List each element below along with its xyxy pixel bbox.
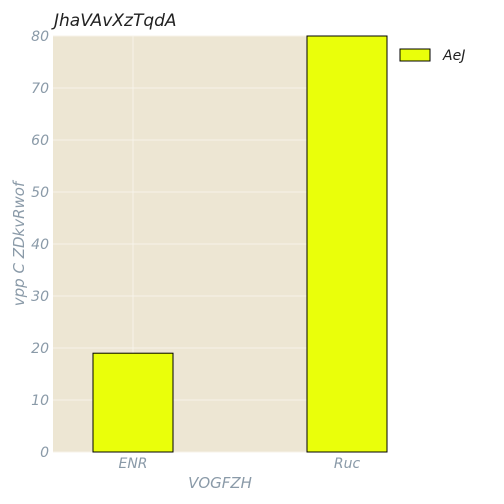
y-tick-label: 0 (40, 445, 49, 461)
legend-label: AeJ (442, 48, 465, 64)
legend-swatch (399, 48, 431, 62)
bar-enr (92, 352, 174, 453)
y-tick-label: 20 (31, 341, 49, 357)
y-tick-label: 40 (31, 237, 49, 253)
y-tick-label: 30 (31, 289, 49, 305)
y-tick-label: 60 (31, 133, 49, 149)
y-axis-ticks: 0 10 20 30 40 50 60 70 80 (31, 29, 49, 461)
bar-series (92, 35, 388, 453)
bar-ruc (306, 35, 388, 453)
y-tick-label: 50 (31, 185, 49, 201)
chart-title: JhaVAvXzTqdA (51, 11, 177, 31)
y-axis-label: vpp C ZDkvRwof (10, 179, 28, 306)
x-tick-label: ENR (118, 456, 147, 472)
x-tick-label: Ruc (334, 456, 361, 472)
y-tick-label: 10 (31, 393, 49, 409)
legend: AeJ (399, 48, 465, 64)
x-axis-label: VOGFZH (188, 474, 252, 492)
y-tick-label: 80 (31, 29, 49, 45)
x-axis-ticks: ENR Ruc (118, 456, 360, 472)
y-tick-label: 70 (31, 81, 49, 97)
